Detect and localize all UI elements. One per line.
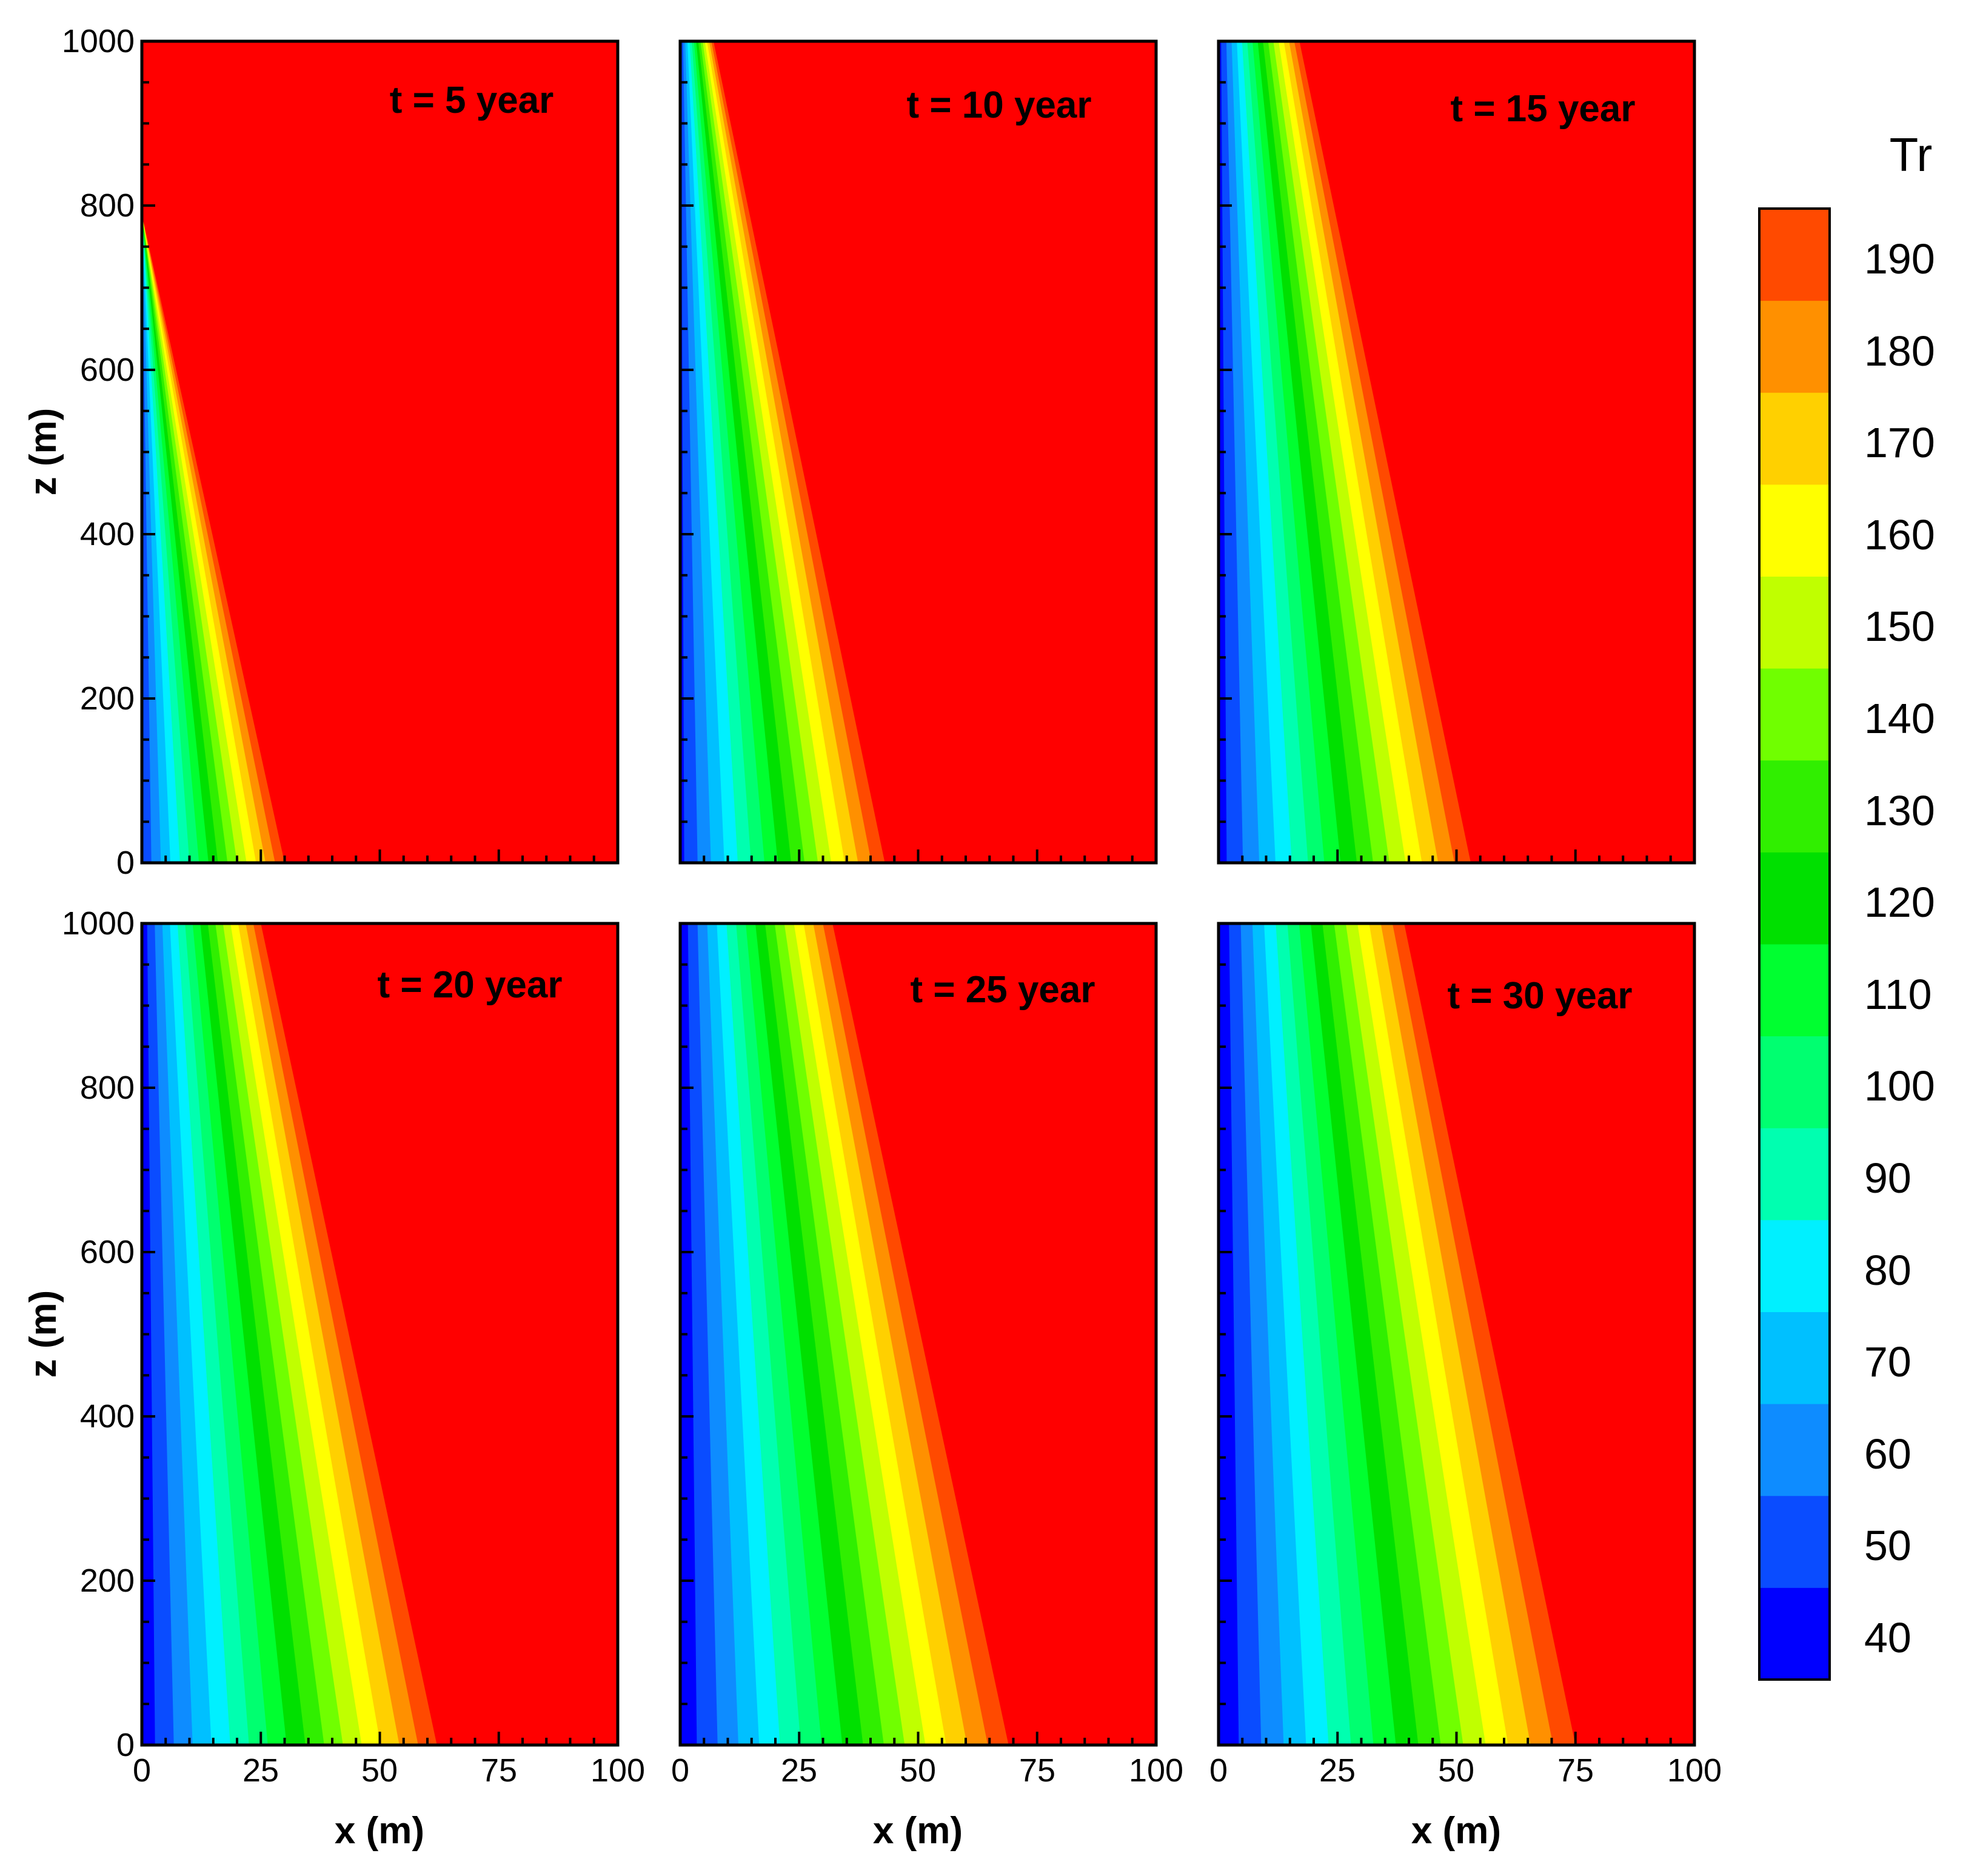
x-axis-title: x (m) [1411, 1810, 1501, 1852]
colorbar: Tr 40 50 60 70 80 90 100 110 120 130 140… [1758, 128, 1935, 1681]
colorbar-segment [1759, 484, 1830, 577]
y-tick-label: 1000 [62, 905, 135, 942]
x-tick-label: 25 [242, 1752, 279, 1789]
colorbar-segment [1759, 1128, 1830, 1221]
panel-title: t = 10 year [906, 84, 1091, 126]
colorbar-segment [1759, 1587, 1830, 1680]
colorbar-segment [1759, 1312, 1830, 1404]
y-tick-label: 200 [80, 1563, 135, 1599]
colorbar-label: 170 [1864, 419, 1935, 466]
y-tick-label: 400 [80, 1398, 135, 1435]
colorbar-segment [1759, 209, 1830, 301]
colorbar-segment [1759, 1404, 1830, 1496]
colorbar-segment [1759, 760, 1830, 853]
x-tick-label: 50 [900, 1752, 936, 1789]
y-tick-labels-bottom: 0 200 400 600 800 1000 [62, 905, 135, 1763]
colorbar-label: 190 [1864, 235, 1935, 283]
colorbar-label: 180 [1864, 327, 1935, 375]
colorbar-label: 130 [1864, 787, 1935, 834]
panel-1: t = 10 year [678, 39, 1158, 865]
x-tick-labels-col-0: 0 25 50 75 100 [133, 1752, 645, 1789]
y-tick-label: 600 [80, 1234, 135, 1270]
y-tick-labels-top: 0 200 400 600 800 1000 [62, 23, 135, 881]
y-tick-label: 800 [80, 1070, 135, 1106]
colorbar-label: 150 [1864, 603, 1935, 650]
panel-3: t = 20 year [140, 922, 620, 1747]
colorbar-label: 50 [1864, 1522, 1911, 1569]
colorbar-segment [1759, 944, 1830, 1037]
x-axis-title: x (m) [335, 1810, 424, 1852]
x-tick-label: 100 [1129, 1752, 1183, 1789]
y-tick-label: 1000 [62, 23, 135, 59]
y-tick-label: 0 [116, 845, 135, 881]
colorbar-label: 160 [1864, 511, 1935, 558]
colorbar-label: 120 [1864, 879, 1935, 926]
colorbar-segment [1759, 300, 1830, 393]
panel-4: t = 25 year [678, 922, 1158, 1747]
colorbar-title: Tr [1890, 128, 1933, 181]
colorbar-label: 70 [1864, 1338, 1911, 1385]
x-tick-label: 75 [481, 1752, 517, 1789]
x-tick-label: 100 [1667, 1752, 1722, 1789]
colorbar-label: 100 [1864, 1062, 1935, 1110]
x-tick-label: 75 [1557, 1752, 1594, 1789]
x-tick-label: 0 [133, 1752, 151, 1789]
x-tick-label: 50 [361, 1752, 398, 1789]
colorbar-label: 80 [1864, 1247, 1911, 1294]
colorbar-segment [1759, 1036, 1830, 1128]
contour-band [142, 214, 152, 863]
colorbar-segment [1759, 1219, 1830, 1312]
colorbar-label: 90 [1864, 1154, 1911, 1202]
colorbar-segment [1759, 392, 1830, 485]
colorbar-label: 60 [1864, 1430, 1911, 1478]
x-tick-label: 75 [1019, 1752, 1055, 1789]
x-tick-label: 50 [1438, 1752, 1474, 1789]
y-tick-label: 200 [80, 680, 135, 717]
y-axis-title: z (m) [22, 1290, 64, 1378]
y-tick-label: 0 [116, 1727, 135, 1763]
y-tick-label: 800 [80, 187, 135, 224]
x-tick-label: 0 [671, 1752, 689, 1789]
colorbar-label: 110 [1864, 971, 1932, 1018]
x-tick-label: 100 [590, 1752, 645, 1789]
panel-title: t = 5 year [390, 79, 554, 121]
panel-2: t = 15 year [1217, 39, 1696, 865]
colorbar-label: 40 [1864, 1614, 1911, 1661]
colorbar-segment [1759, 1495, 1830, 1588]
y-axis-title: z (m) [22, 408, 64, 496]
x-tick-label: 25 [1319, 1752, 1356, 1789]
y-tick-label: 600 [80, 352, 135, 388]
panel-title: t = 20 year [377, 964, 562, 1006]
panel-title: t = 30 year [1447, 975, 1632, 1017]
y-tick-label: 400 [80, 516, 135, 552]
panel-title: t = 25 year [910, 969, 1095, 1011]
panel-title: t = 15 year [1450, 88, 1635, 130]
x-tick-labels-col-1: 0 25 50 75 100 [671, 1752, 1183, 1789]
x-axis-title: x (m) [873, 1810, 963, 1852]
x-tick-labels-col-2: 0 25 50 75 100 [1209, 1752, 1722, 1789]
colorbar-segment [1759, 668, 1830, 761]
colorbar-label: 140 [1864, 695, 1935, 742]
x-tick-label: 0 [1209, 1752, 1228, 1789]
panel-5: t = 30 year [1217, 922, 1696, 1747]
colorbar-segment [1759, 576, 1830, 669]
colorbar-segment [1759, 852, 1830, 945]
panel-0: t = 5 year [140, 39, 620, 865]
x-tick-label: 25 [781, 1752, 817, 1789]
